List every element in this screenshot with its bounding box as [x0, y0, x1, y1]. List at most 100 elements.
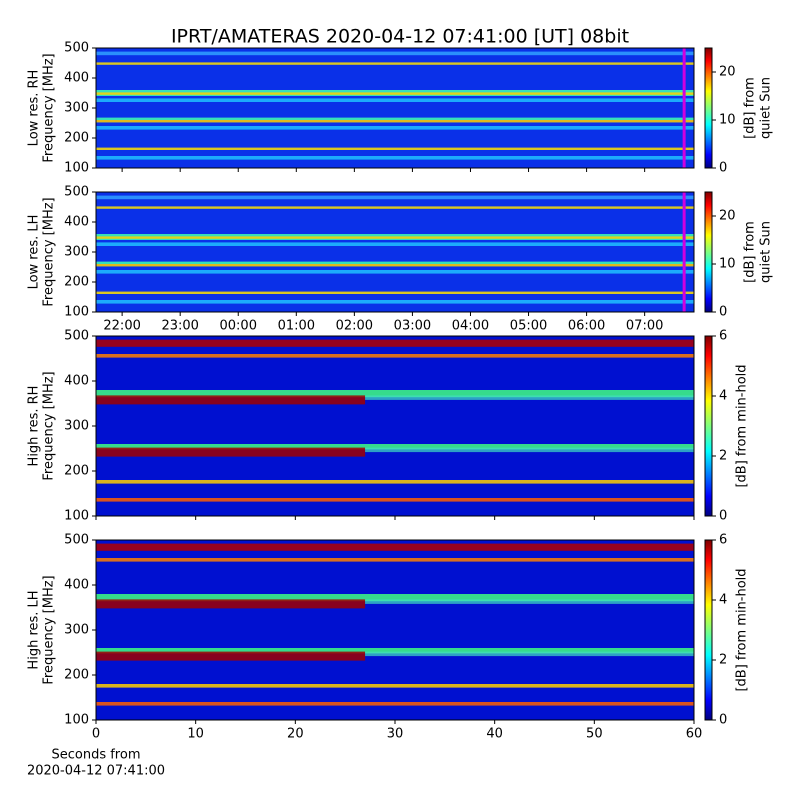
x-axis-label: 2020-04-12 07:41:00: [27, 764, 165, 779]
colorbar-tick-label: 20: [719, 65, 736, 80]
colorbar: [704, 191, 713, 313]
y-tick-label: 100: [64, 305, 89, 320]
spectral-band: [96, 300, 694, 304]
x-tick-label: 05:00: [510, 319, 547, 334]
colorbar-tick-label: 2: [719, 449, 727, 464]
spectral-band: [96, 62, 694, 65]
spectrogram-background: [96, 336, 694, 516]
x-tick-label: 06:00: [568, 319, 605, 334]
colorbar-label: [dB] from: [743, 77, 758, 139]
colorbar-tick-label: 10: [719, 257, 736, 272]
colorbar-label: quiet Sun: [759, 221, 774, 283]
y-tick-label: 400: [64, 215, 89, 230]
y-tick-label: 300: [64, 101, 89, 116]
x-tick-label: 10: [187, 727, 204, 742]
colorbar-label: [dB] from: [743, 221, 758, 283]
spectrogram-background: [96, 540, 694, 720]
spectral-band: [96, 651, 366, 661]
spectral-band: [96, 120, 694, 123]
y-tick-label: 200: [64, 464, 89, 479]
y-axis-label: Frequency [MHz]: [42, 53, 57, 162]
figure-title: IPRT/AMATERAS 2020-04-12 07:41:00 [UT] 0…: [171, 26, 629, 48]
y-tick-label: 100: [64, 161, 89, 176]
y-tick-label: 500: [64, 41, 89, 56]
spectral-band: [96, 498, 694, 502]
colorbar-label: [dB] from min-hold: [735, 568, 750, 691]
spectral-band: [96, 390, 694, 398]
colorbar-label: [dB] from min-hold: [735, 364, 750, 487]
spectral-band: [96, 447, 366, 457]
spectral-band: [96, 558, 694, 562]
spectral-band: [96, 395, 366, 405]
spectral-band: [96, 291, 694, 294]
colorbar-tick-label: 0: [719, 509, 727, 524]
spectral-band: [96, 264, 694, 267]
spectral-band: [96, 242, 694, 246]
x-tick-label: 50: [586, 727, 603, 742]
spectral-band: [96, 156, 694, 160]
spectral-band: [365, 599, 694, 604]
spectral-band: [365, 447, 694, 453]
spectral-band: [96, 594, 694, 602]
y-axis-label: Low res. RH: [27, 70, 42, 147]
x-tick-label: 01:00: [278, 319, 315, 334]
spectral-band: [365, 395, 694, 400]
y-axis-label: Frequency [MHz]: [42, 575, 57, 684]
y-tick-label: 500: [64, 533, 89, 548]
y-tick-label: 400: [64, 71, 89, 86]
spectral-band: [96, 648, 694, 654]
y-tick-label: 500: [64, 329, 89, 344]
y-tick-label: 200: [64, 668, 89, 683]
y-tick-label: 100: [64, 509, 89, 524]
spectral-band: [96, 480, 694, 484]
colorbar: [704, 335, 713, 517]
colorbar-tick-label: 20: [719, 209, 736, 224]
spectral-band: [96, 702, 694, 706]
y-tick-label: 200: [64, 131, 89, 146]
y-tick-label: 400: [64, 578, 89, 593]
spectral-band: [96, 147, 694, 150]
x-tick-label: 23:00: [161, 319, 198, 334]
x-tick-label: 0: [92, 727, 100, 742]
y-axis-label: Frequency [MHz]: [42, 371, 57, 480]
spectral-band: [96, 98, 694, 102]
spectral-band: [96, 206, 694, 209]
y-tick-label: 500: [64, 185, 89, 200]
x-tick-label: 20: [287, 727, 304, 742]
x-tick-label: 04:00: [452, 319, 489, 334]
colorbar-tick-label: 0: [719, 161, 727, 176]
colorbar-tick-label: 0: [719, 713, 727, 728]
spectral-band: [96, 195, 694, 200]
y-tick-label: 200: [64, 275, 89, 290]
x-tick-label: 30: [387, 727, 404, 742]
spectral-band: [96, 543, 694, 551]
y-axis-label: High res. LH: [27, 590, 42, 669]
colorbar-tick-label: 4: [719, 593, 727, 608]
y-axis-label: Low res. LH: [27, 215, 42, 290]
x-tick-label: 07:00: [626, 319, 663, 334]
x-axis-label: Seconds from: [51, 748, 140, 763]
spectral-band: [96, 599, 366, 609]
colorbar-label: quiet Sun: [759, 77, 774, 139]
spectral-band: [96, 126, 694, 130]
spectral-band: [365, 651, 694, 657]
colorbar-tick-label: 6: [719, 533, 727, 548]
colorbar-tick-label: 4: [719, 389, 727, 404]
spectral-band: [96, 236, 694, 239]
colorbar: [704, 539, 713, 721]
colorbar-tick-label: 2: [719, 653, 727, 668]
y-tick-label: 400: [64, 374, 89, 389]
y-axis-label: Frequency [MHz]: [42, 197, 57, 306]
x-tick-label: 60: [686, 727, 703, 742]
spectral-band: [96, 684, 694, 688]
x-tick-label: 00:00: [220, 319, 257, 334]
y-tick-label: 300: [64, 245, 89, 260]
spectral-band: [96, 339, 694, 347]
y-tick-label: 300: [64, 623, 89, 638]
x-tick-label: 03:00: [394, 319, 431, 334]
colorbar-tick-label: 6: [719, 329, 727, 344]
x-tick-label: 40: [486, 727, 503, 742]
y-tick-label: 100: [64, 713, 89, 728]
spectral-band: [96, 92, 694, 95]
